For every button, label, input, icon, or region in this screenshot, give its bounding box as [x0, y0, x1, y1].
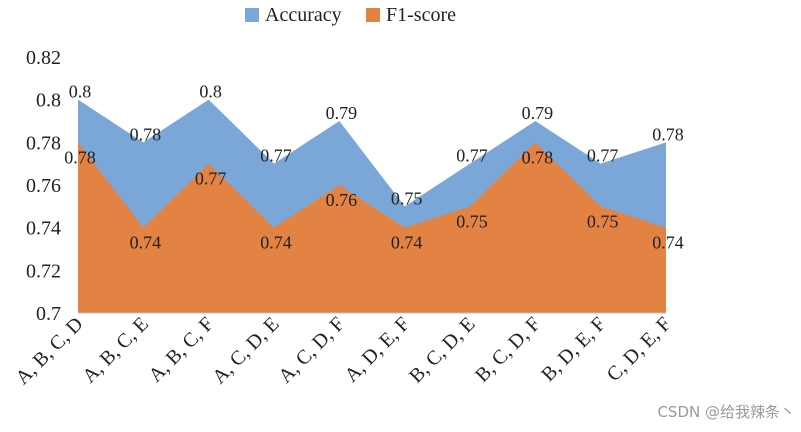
- x-tick-label: C, D, E, F: [603, 313, 676, 386]
- data-label-accuracy: 0.79: [326, 103, 358, 123]
- y-tick-label: 0.82: [26, 47, 61, 69]
- x-tick-label: B, D, E, F: [537, 313, 610, 386]
- data-label-accuracy: 0.77: [587, 146, 619, 166]
- x-tick-label: B, C, D, E: [405, 313, 479, 387]
- data-label-accuracy: 0.8: [199, 82, 222, 102]
- data-label-f1-score: 0.74: [130, 233, 162, 253]
- data-label-accuracy: 0.8: [69, 82, 92, 102]
- data-label-accuracy: 0.75: [391, 188, 423, 208]
- legend-swatch-f1-score: [366, 8, 380, 22]
- x-tick-label: A, C, D, E: [208, 313, 283, 388]
- data-label-accuracy: 0.77: [456, 146, 488, 166]
- data-label-f1-score: 0.78: [64, 147, 96, 167]
- data-label-accuracy: 0.78: [652, 124, 684, 144]
- data-label-f1-score: 0.74: [652, 233, 684, 253]
- data-label-f1-score: 0.74: [260, 233, 292, 253]
- y-tick-label: 0.78: [26, 132, 61, 154]
- y-tick-label: 0.74: [26, 218, 61, 240]
- x-tick-label: B, C, D, F: [471, 313, 545, 387]
- y-tick-label: 0.8: [36, 90, 61, 112]
- x-tick-label: A, B, C, E: [78, 313, 152, 387]
- data-label-f1-score: 0.74: [391, 233, 423, 253]
- y-tick-label: 0.72: [26, 260, 61, 282]
- x-tick-label: A, B, C, F: [144, 313, 218, 387]
- legend-swatch-accuracy: [245, 8, 259, 22]
- y-tick-label: 0.76: [26, 175, 61, 197]
- x-tick-label: A, D, E, F: [340, 313, 414, 387]
- legend: Accuracy F1-score: [245, 4, 456, 26]
- data-label-f1-score: 0.77: [195, 169, 227, 189]
- legend-label-accuracy: Accuracy: [265, 4, 342, 26]
- watermark: CSDN @给我辣条丶: [657, 403, 795, 421]
- data-label-accuracy: 0.78: [130, 124, 162, 144]
- data-label-f1-score: 0.78: [522, 147, 554, 167]
- data-label-f1-score: 0.76: [326, 190, 358, 210]
- data-label-f1-score: 0.75: [587, 211, 619, 231]
- data-label-accuracy: 0.79: [522, 103, 554, 123]
- legend-label-f1-score: F1-score: [386, 4, 456, 26]
- x-tick-label: A, C, D, F: [274, 313, 349, 388]
- data-label-accuracy: 0.77: [260, 146, 292, 166]
- data-label-f1-score: 0.75: [456, 211, 488, 231]
- area-f1-score: [78, 142, 666, 313]
- y-tick-label: 0.7: [36, 303, 61, 325]
